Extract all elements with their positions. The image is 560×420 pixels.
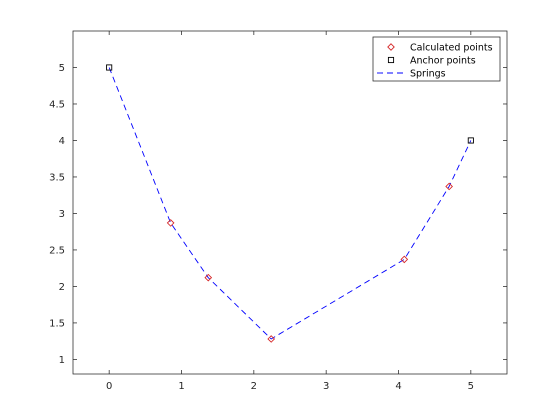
y-tick-label: 3: [59, 209, 65, 220]
y-tick-label: 4.5: [49, 99, 65, 110]
x-tick-label: 3: [323, 381, 329, 392]
legend: Calculated points Anchor points Springs: [372, 36, 501, 82]
plot-background: [73, 31, 507, 374]
x-tick-label: 4: [395, 381, 401, 392]
plot-frame: [72, 30, 508, 375]
legend-label: Springs: [410, 69, 446, 80]
x-axis: 0 1 2 3 4 5: [106, 31, 474, 392]
legend-calculated-swatch: [387, 43, 395, 51]
legend-label: Anchor points: [410, 56, 476, 67]
anchor-point: [467, 137, 474, 144]
anchor-point: [106, 64, 113, 71]
x-tick-label: 0: [106, 381, 112, 392]
y-tick-label: 1: [59, 355, 65, 366]
y-axis: 1 1.5 2 2.5 3 3.5 4 4.5 5: [49, 63, 507, 366]
x-tick-label: 5: [468, 381, 474, 392]
calculated-point: [204, 273, 213, 282]
y-tick-label: 5: [59, 63, 65, 74]
series-layer: [106, 64, 474, 343]
legend-anchor-swatch: [387, 56, 395, 64]
x-tick-label: 1: [178, 381, 184, 392]
springs-line: [108, 67, 472, 340]
y-tick-label: 2: [59, 282, 65, 293]
y-tick-label: 3.5: [49, 172, 65, 183]
legend-label: Calculated points: [410, 43, 493, 54]
calculated-point: [445, 182, 453, 191]
x-tick-label: 2: [251, 381, 257, 392]
legend-box: [372, 36, 501, 82]
y-tick-label: 2.5: [49, 245, 65, 256]
calculated-point: [400, 255, 409, 264]
calculated-point: [166, 219, 175, 227]
calculated-point: [267, 335, 276, 343]
y-tick-label: 4: [59, 136, 65, 147]
y-tick-label: 1.5: [49, 318, 65, 329]
